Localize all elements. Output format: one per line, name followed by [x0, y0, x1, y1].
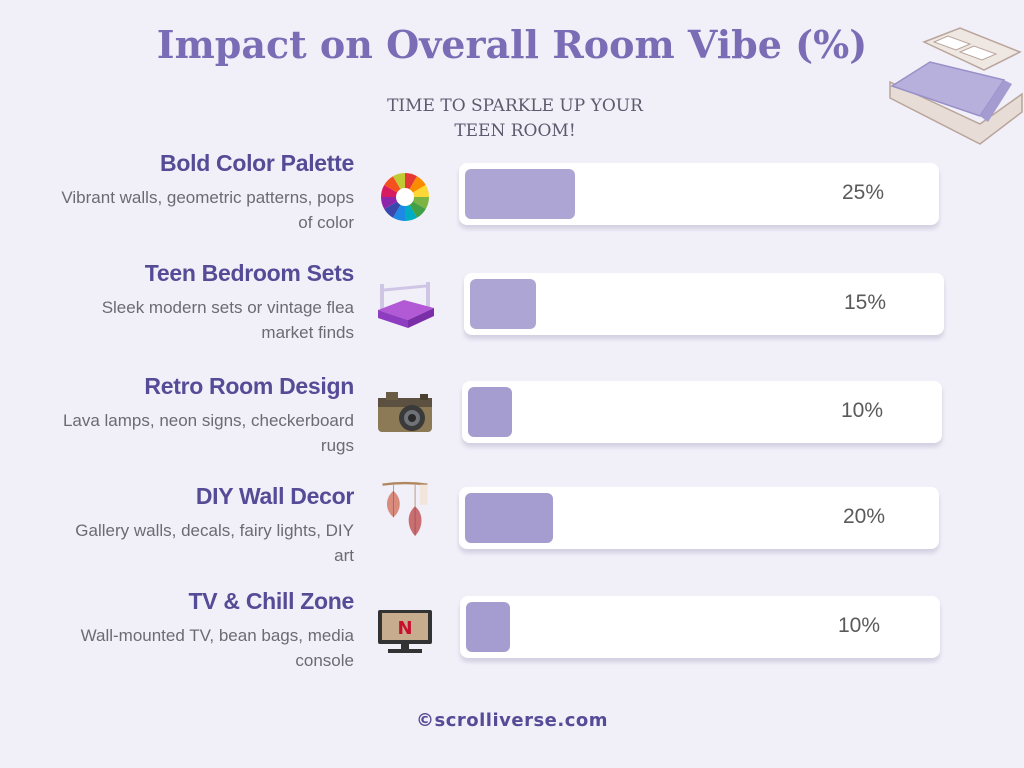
bed-icon [889, 27, 1023, 145]
chart-row: DIY Wall Decor Gallery walls, decals, fai… [0, 483, 1024, 583]
bar-value-label: 25% [841, 181, 885, 204]
category-label-group: TV & Chill Zone Wall-mounted TV, bean bag… [54, 588, 355, 673]
category-description: Lava lamps, neon signs, checkerboard rug… [62, 411, 354, 455]
bar-value-label: 15% [843, 291, 887, 314]
bar-fill [465, 169, 575, 219]
chart-row: Teen Bedroom Sets Sleek modern sets or vi… [0, 260, 1024, 360]
category-description: Vibrant walls, geometric patterns, pops … [61, 188, 354, 232]
chart-title: Impact on Overall Room Vibe (%) [156, 22, 868, 67]
bar-track: 20% [459, 487, 939, 549]
category-description: Sleek modern sets or vintage flea market… [101, 298, 354, 342]
category-label-group: DIY Wall Decor Gallery walls, decals, fai… [54, 483, 354, 568]
retro-camera-icon [374, 382, 436, 444]
bar-track: 25% [459, 163, 939, 225]
category-description: Gallery walls, decals, fairy lights, DIY… [75, 521, 354, 565]
category-name: TV & Chill Zone [188, 588, 355, 614]
bar-value-label: 20% [842, 505, 886, 528]
svg-text:N: N [397, 618, 412, 639]
bar-fill [470, 279, 536, 329]
category-name: Teen Bedroom Sets [144, 260, 355, 286]
bedroom-set-icon [374, 276, 436, 338]
category-name: Retro Room Design [144, 373, 354, 399]
bar-track: 10% [460, 596, 940, 658]
bar-track: 10% [462, 381, 942, 443]
tv-icon: N [374, 600, 436, 662]
bar-fill [466, 602, 510, 652]
category-name: DIY Wall Decor [195, 483, 354, 509]
category-label-group: Retro Room Design Lava lamps, neon signs,… [54, 373, 354, 458]
chart-row: Retro Room Design Lava lamps, neon signs,… [0, 373, 1024, 473]
color-wheel-icon [374, 166, 436, 228]
bar-fill [468, 387, 512, 437]
chart-row: TV & Chill Zone Wall-mounted TV, bean bag… [0, 588, 1024, 688]
bar-track: 15% [464, 273, 944, 335]
wall-hanging-icon [374, 480, 436, 542]
category-label-group: Bold Color Palette Vibrant walls, geometr… [54, 150, 354, 235]
bar-value-label: 10% [837, 614, 881, 637]
chart-row: Bold Color Palette Vibrant walls, geometr… [0, 150, 1024, 250]
category-label-group: Teen Bedroom Sets Sleek modern sets or vi… [54, 260, 355, 345]
bar-fill [465, 493, 553, 543]
chart-subtitle: TIME TO SPARKLE UP YOUR TEEN ROOM! [387, 96, 643, 141]
category-name: Bold Color Palette [160, 150, 354, 176]
category-description: Wall-mounted TV, bean bags, media consol… [80, 626, 354, 670]
footer-credit: ©scrolliverse.com [415, 710, 608, 731]
bar-value-label: 10% [840, 399, 884, 422]
